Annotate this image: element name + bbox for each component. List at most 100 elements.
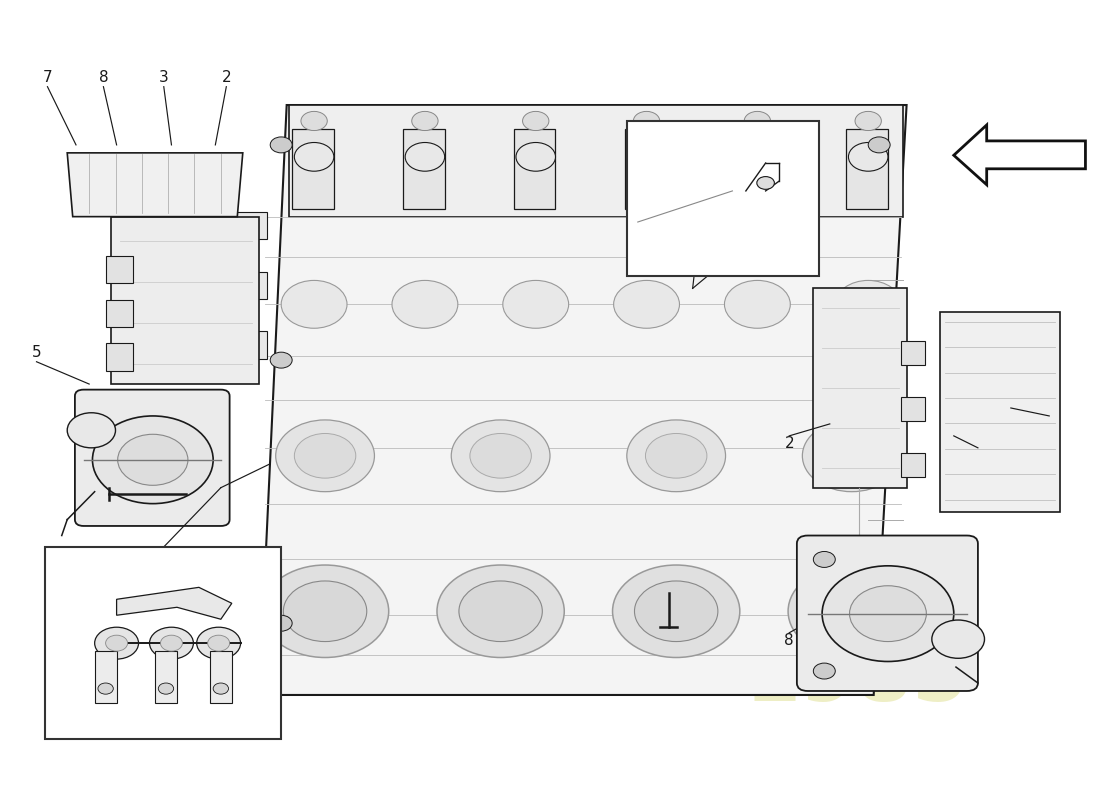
Text: 3: 3 xyxy=(158,70,168,85)
Bar xyxy=(901,453,925,477)
Bar xyxy=(627,121,818,277)
Circle shape xyxy=(158,683,174,694)
Circle shape xyxy=(276,420,374,492)
Bar xyxy=(106,299,133,326)
Polygon shape xyxy=(67,153,243,217)
FancyBboxPatch shape xyxy=(796,535,978,691)
Circle shape xyxy=(271,615,293,631)
Bar xyxy=(155,651,177,703)
Bar xyxy=(901,397,925,421)
Text: 5: 5 xyxy=(32,345,42,360)
Polygon shape xyxy=(289,105,903,217)
Circle shape xyxy=(835,281,901,328)
Bar xyxy=(901,341,925,365)
Bar xyxy=(106,256,133,283)
Circle shape xyxy=(634,111,660,130)
Circle shape xyxy=(813,663,835,679)
Circle shape xyxy=(627,142,667,171)
Circle shape xyxy=(411,111,438,130)
Circle shape xyxy=(613,565,740,658)
Circle shape xyxy=(848,142,888,171)
Circle shape xyxy=(262,565,388,658)
Text: 10: 10 xyxy=(674,634,693,648)
Circle shape xyxy=(284,581,366,642)
Text: a passion for: a passion for xyxy=(355,606,570,640)
Bar xyxy=(210,651,232,703)
Bar xyxy=(514,129,556,209)
Text: 9: 9 xyxy=(639,159,649,174)
Circle shape xyxy=(725,281,790,328)
Circle shape xyxy=(868,137,890,153)
Circle shape xyxy=(95,627,139,659)
Circle shape xyxy=(67,413,116,448)
Circle shape xyxy=(295,434,355,478)
Bar xyxy=(736,129,777,209)
Polygon shape xyxy=(813,288,906,488)
Text: 4: 4 xyxy=(654,602,664,616)
Circle shape xyxy=(522,111,549,130)
Text: 12: 12 xyxy=(52,565,72,580)
Text: 11: 11 xyxy=(52,705,72,720)
Circle shape xyxy=(392,281,458,328)
Circle shape xyxy=(197,627,241,659)
Circle shape xyxy=(98,683,113,694)
Text: 2: 2 xyxy=(784,436,794,451)
Circle shape xyxy=(868,352,890,368)
Circle shape xyxy=(788,565,915,658)
Polygon shape xyxy=(111,217,260,384)
Circle shape xyxy=(301,111,328,130)
Bar xyxy=(45,547,282,739)
Circle shape xyxy=(627,420,726,492)
Circle shape xyxy=(271,352,293,368)
Circle shape xyxy=(757,177,774,190)
Circle shape xyxy=(738,142,777,171)
Circle shape xyxy=(821,434,882,478)
Text: 1: 1 xyxy=(123,498,132,513)
Text: 7: 7 xyxy=(43,70,53,85)
Circle shape xyxy=(451,420,550,492)
Text: 2: 2 xyxy=(221,70,231,85)
Circle shape xyxy=(470,434,531,478)
Circle shape xyxy=(150,627,194,659)
Circle shape xyxy=(213,683,229,694)
Circle shape xyxy=(503,281,569,328)
Circle shape xyxy=(802,420,901,492)
Circle shape xyxy=(635,581,718,642)
Circle shape xyxy=(437,565,564,658)
FancyBboxPatch shape xyxy=(75,390,230,526)
Bar xyxy=(232,272,267,298)
Text: 7: 7 xyxy=(883,634,893,648)
Circle shape xyxy=(614,281,680,328)
Bar xyxy=(95,651,117,703)
Bar xyxy=(625,129,667,209)
Circle shape xyxy=(868,615,890,631)
Polygon shape xyxy=(954,125,1086,185)
Circle shape xyxy=(822,566,954,662)
Polygon shape xyxy=(117,587,232,619)
Bar xyxy=(232,331,267,358)
Bar xyxy=(106,343,133,370)
Bar xyxy=(293,129,333,209)
Text: 10: 10 xyxy=(118,464,138,479)
Circle shape xyxy=(106,635,128,651)
Circle shape xyxy=(810,581,893,642)
Circle shape xyxy=(271,137,293,153)
Text: 8: 8 xyxy=(99,70,108,85)
Text: Maserati: Maserati xyxy=(513,386,631,414)
Circle shape xyxy=(745,111,770,130)
Text: 3: 3 xyxy=(974,448,982,463)
Circle shape xyxy=(849,586,926,642)
Text: eurospares: eurospares xyxy=(286,296,814,377)
Circle shape xyxy=(813,551,835,567)
Circle shape xyxy=(208,635,230,651)
Circle shape xyxy=(646,434,707,478)
Circle shape xyxy=(855,111,881,130)
Circle shape xyxy=(405,142,444,171)
Text: 8: 8 xyxy=(784,634,794,648)
Circle shape xyxy=(118,434,188,486)
Bar xyxy=(403,129,444,209)
Polygon shape xyxy=(260,105,906,695)
Circle shape xyxy=(161,635,183,651)
Circle shape xyxy=(932,620,984,658)
Bar xyxy=(232,212,267,239)
